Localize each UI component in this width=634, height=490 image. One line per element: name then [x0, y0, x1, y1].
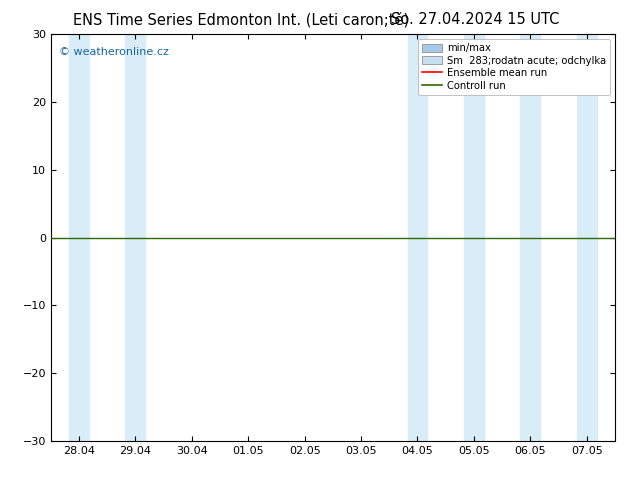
Bar: [577, 34, 597, 441]
Bar: [408, 34, 427, 441]
Text: ENS Time Series Edmonton Int. (Leti caron;tě): ENS Time Series Edmonton Int. (Leti caro…: [73, 12, 409, 28]
Text: So. 27.04.2024 15 UTC: So. 27.04.2024 15 UTC: [391, 12, 560, 27]
Text: © weatheronline.cz: © weatheronline.cz: [59, 47, 169, 56]
Bar: [69, 34, 89, 441]
Bar: [464, 34, 484, 441]
Bar: [126, 34, 145, 441]
Bar: [521, 34, 540, 441]
Legend: min/max, Sm  283;rodatn acute; odchylka, Ensemble mean run, Controll run: min/max, Sm 283;rodatn acute; odchylka, …: [418, 39, 610, 95]
